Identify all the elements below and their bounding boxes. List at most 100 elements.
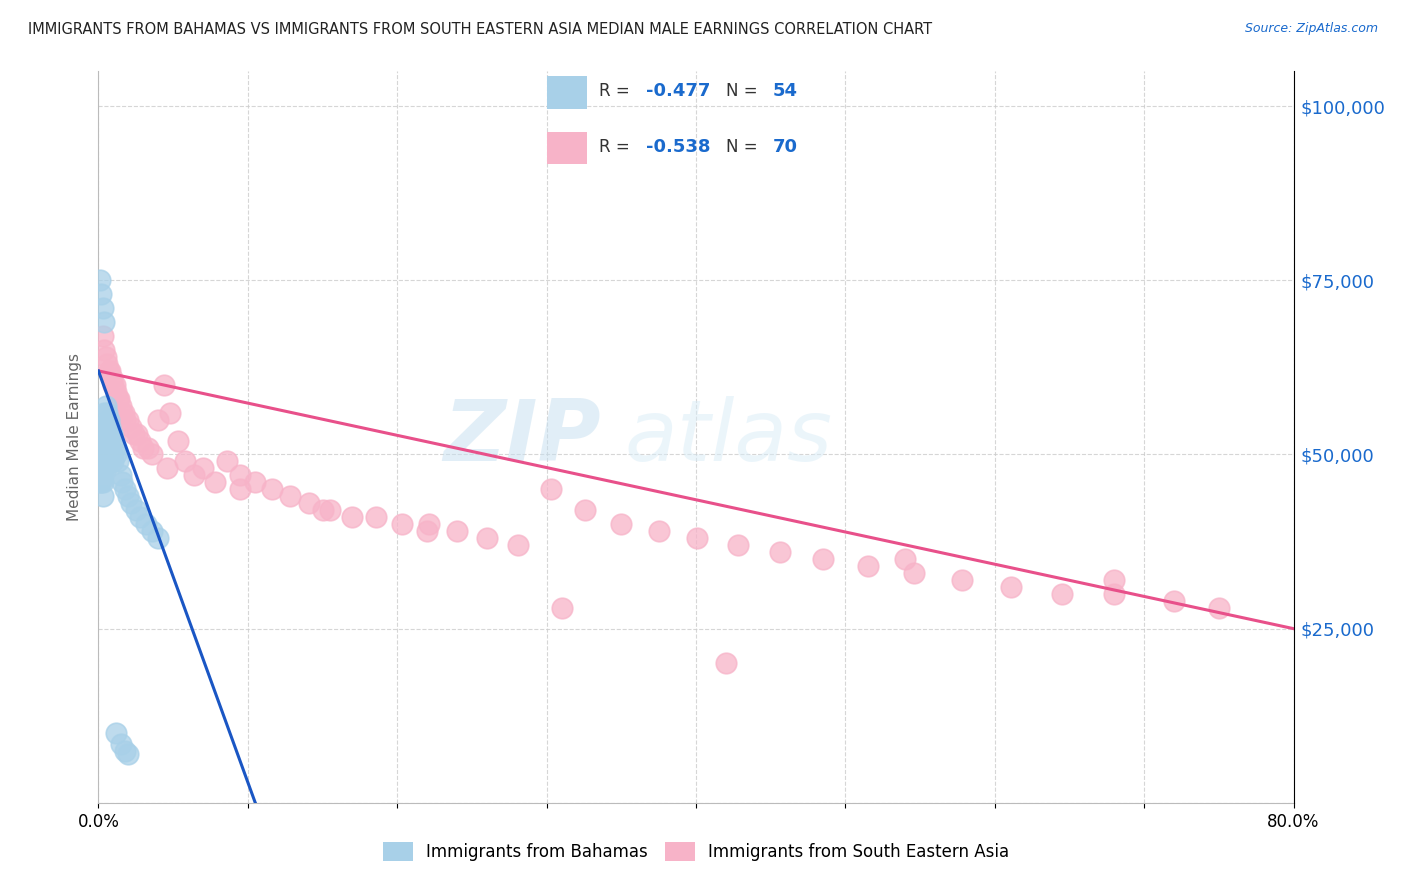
Immigrants from South Eastern Asia	[540, 483, 562, 497]
Immigrants from Bahamas	[90, 448, 112, 462]
Immigrants from South Eastern Asia	[174, 454, 197, 468]
Immigrants from Bahamas	[148, 531, 170, 545]
Immigrants from South Eastern Asia	[319, 503, 342, 517]
Text: R =: R =	[599, 82, 636, 101]
Immigrants from South Eastern Asia	[647, 524, 669, 538]
Immigrants from South Eastern Asia	[127, 426, 149, 441]
Immigrants from South Eastern Asia	[727, 538, 749, 552]
Immigrants from South Eastern Asia	[418, 517, 440, 532]
Immigrants from Bahamas	[98, 441, 122, 455]
Text: -0.538: -0.538	[645, 138, 710, 156]
Immigrants from Bahamas	[89, 448, 111, 462]
Immigrants from Bahamas	[89, 475, 111, 490]
Immigrants from South Eastern Asia	[103, 377, 125, 392]
Immigrants from Bahamas	[96, 434, 118, 448]
Immigrants from South Eastern Asia	[101, 371, 124, 385]
Immigrants from Bahamas	[93, 461, 115, 475]
Immigrants from Bahamas	[129, 510, 152, 524]
Immigrants from Bahamas	[91, 461, 114, 475]
Immigrants from South Eastern Asia	[148, 412, 170, 426]
Immigrants from Bahamas	[91, 489, 114, 503]
Y-axis label: Median Male Earnings: Median Male Earnings	[67, 353, 83, 521]
Immigrants from Bahamas	[91, 434, 114, 448]
Immigrants from South Eastern Asia	[183, 468, 205, 483]
Immigrants from Bahamas	[94, 434, 117, 448]
Immigrants from Bahamas	[98, 419, 122, 434]
Immigrants from South Eastern Asia	[136, 441, 159, 455]
Immigrants from Bahamas	[89, 273, 111, 287]
Immigrants from South Eastern Asia	[191, 461, 214, 475]
Immigrants from Bahamas	[93, 406, 115, 420]
Immigrants from South Eastern Asia	[159, 406, 181, 420]
Immigrants from South Eastern Asia	[166, 434, 188, 448]
Immigrants from Bahamas	[117, 747, 139, 761]
Immigrants from Bahamas	[93, 448, 115, 462]
Immigrants from South Eastern Asia	[93, 343, 115, 357]
Immigrants from South Eastern Asia	[215, 454, 238, 468]
Immigrants from South Eastern Asia	[94, 350, 117, 364]
Immigrants from South Eastern Asia	[1104, 573, 1126, 587]
Immigrants from South Eastern Asia	[114, 412, 136, 426]
Immigrants from South Eastern Asia	[98, 364, 122, 378]
Immigrants from South Eastern Asia	[686, 531, 709, 545]
Text: 54: 54	[772, 82, 797, 101]
Immigrants from South Eastern Asia	[120, 419, 142, 434]
Immigrants from South Eastern Asia	[141, 448, 163, 462]
Immigrants from South Eastern Asia	[245, 475, 267, 490]
Immigrants from Bahamas	[89, 461, 111, 475]
Immigrants from South Eastern Asia	[856, 558, 879, 573]
Immigrants from Bahamas	[107, 454, 129, 468]
Immigrants from Bahamas	[101, 448, 124, 462]
Immigrants from Bahamas	[110, 468, 132, 483]
Immigrants from Bahamas	[91, 419, 114, 434]
Immigrants from Bahamas	[97, 426, 120, 441]
Immigrants from Bahamas	[105, 726, 128, 740]
Immigrants from South Eastern Asia	[278, 489, 301, 503]
Immigrants from Bahamas	[103, 454, 125, 468]
Immigrants from South Eastern Asia	[129, 434, 152, 448]
Immigrants from Bahamas	[114, 483, 136, 497]
Immigrants from Bahamas	[117, 489, 139, 503]
Immigrants from Bahamas	[91, 448, 114, 462]
Immigrants from Bahamas	[111, 475, 134, 490]
Immigrants from Bahamas	[90, 434, 112, 448]
Immigrants from South Eastern Asia	[107, 392, 129, 406]
Immigrants from Bahamas	[97, 448, 120, 462]
Immigrants from South Eastern Asia	[1000, 580, 1022, 594]
Immigrants from South Eastern Asia	[550, 600, 572, 615]
Immigrants from South Eastern Asia	[1104, 587, 1126, 601]
Immigrants from South Eastern Asia	[366, 510, 388, 524]
Immigrants from Bahamas	[94, 399, 117, 413]
Immigrants from South Eastern Asia	[416, 524, 439, 538]
Immigrants from South Eastern Asia	[124, 426, 146, 441]
Immigrants from South Eastern Asia	[104, 377, 127, 392]
Immigrants from Bahamas	[93, 419, 115, 434]
Immigrants from Bahamas	[101, 426, 124, 441]
Immigrants from Bahamas	[141, 524, 163, 538]
Immigrants from Bahamas	[91, 475, 114, 490]
Immigrants from Bahamas	[90, 461, 112, 475]
Text: -0.477: -0.477	[645, 82, 710, 101]
Immigrants from South Eastern Asia	[1163, 594, 1185, 608]
Immigrants from South Eastern Asia	[204, 475, 226, 490]
Immigrants from South Eastern Asia	[110, 399, 132, 413]
Immigrants from South Eastern Asia	[714, 657, 737, 671]
Immigrants from South Eastern Asia	[132, 441, 155, 455]
Immigrants from Bahamas	[93, 315, 115, 329]
Immigrants from South Eastern Asia	[108, 392, 131, 406]
Immigrants from South Eastern Asia	[903, 566, 925, 580]
Immigrants from South Eastern Asia	[156, 461, 179, 475]
Immigrants from South Eastern Asia	[811, 552, 834, 566]
Immigrants from Bahamas	[94, 461, 117, 475]
Immigrants from Bahamas	[91, 301, 114, 316]
Text: 70: 70	[772, 138, 797, 156]
Immigrants from South Eastern Asia	[1208, 600, 1230, 615]
Immigrants from South Eastern Asia	[610, 517, 633, 532]
Immigrants from Bahamas	[90, 287, 112, 301]
Immigrants from South Eastern Asia	[91, 329, 114, 343]
Immigrants from Bahamas	[120, 496, 142, 510]
Immigrants from Bahamas	[97, 412, 120, 426]
Immigrants from South Eastern Asia	[260, 483, 283, 497]
Immigrants from Bahamas	[96, 406, 118, 420]
Immigrants from Bahamas	[94, 419, 117, 434]
